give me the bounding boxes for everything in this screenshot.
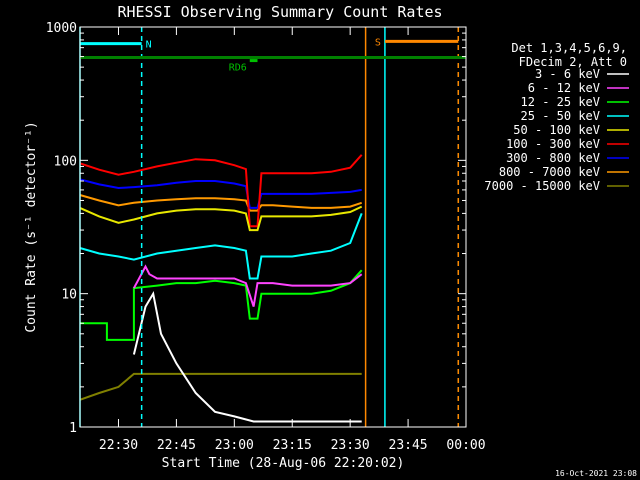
legend-entry-label: 800 - 7000 keV bbox=[499, 165, 600, 179]
x-tick-label: 00:00 bbox=[446, 438, 485, 453]
x-tick-label: 23:45 bbox=[389, 438, 428, 453]
y-tick-label: 1 bbox=[69, 421, 77, 436]
series-line-25-50-keV bbox=[79, 213, 363, 280]
series-line-100-300-keV bbox=[79, 154, 363, 228]
plot-frame bbox=[79, 26, 467, 428]
legend-entry-label: 25 - 50 keV bbox=[521, 109, 600, 123]
legend-entry-label: 3 - 6 keV bbox=[535, 67, 600, 81]
legend-title: FDecim 2, Att 0 bbox=[519, 55, 627, 69]
x-tick-label: 23:00 bbox=[215, 438, 254, 453]
x-tick-label: 22:45 bbox=[157, 438, 196, 453]
legend-entry-label: 7000 - 15000 keV bbox=[484, 179, 600, 193]
y-tick-label: 1000 bbox=[46, 21, 77, 36]
series-line-50-100-keV bbox=[79, 205, 363, 232]
series-line-800-7000-keV bbox=[79, 194, 363, 212]
series-line-3-6-keV bbox=[132, 290, 362, 423]
series-layer bbox=[79, 154, 363, 423]
y-axis-label: Count Rate (s⁻¹ detector⁻¹) bbox=[24, 121, 39, 332]
annotation-label: N bbox=[146, 40, 152, 51]
x-tick-label: 23:15 bbox=[273, 438, 312, 453]
x-tick-label: 22:30 bbox=[99, 438, 138, 453]
y-tick-label: 10 bbox=[61, 288, 77, 303]
annotation-label: S bbox=[375, 37, 381, 48]
x-axis: 22:30 22:45 23:00 23:15 23:30 23:45 00:00 bbox=[99, 27, 486, 453]
y-tick-label: 100 bbox=[54, 154, 77, 169]
legend-entry-label: 100 - 300 keV bbox=[506, 137, 600, 151]
y-axis: 1 10 100 1000 bbox=[46, 21, 466, 436]
legend-entry-label: 50 - 100 keV bbox=[513, 123, 600, 137]
series-line-12-25-keV bbox=[79, 269, 363, 341]
series-line-6-12-keV bbox=[133, 264, 363, 307]
legend: Det 1,3,4,5,6,9,FDecim 2, Att 03 - 6 keV… bbox=[484, 41, 629, 193]
series-line-7000-15000-keV bbox=[79, 372, 362, 401]
x-axis-label: Start Time (28-Aug-06 22:20:02) bbox=[162, 456, 405, 471]
legend-title: Det 1,3,4,5,6,9, bbox=[511, 41, 627, 55]
series-line-300-800-keV bbox=[79, 178, 362, 209]
footer-timestamp: 16-Oct-2021 23:08 bbox=[555, 469, 637, 478]
legend-entry-label: 12 - 25 keV bbox=[521, 95, 600, 109]
legend-entry-label: 300 - 800 keV bbox=[506, 151, 600, 165]
chart-title: RHESSI Observing Summary Count Rates bbox=[117, 3, 442, 21]
annotation-label: RD6 bbox=[229, 63, 247, 74]
x-tick-label: 23:30 bbox=[331, 438, 370, 453]
legend-entry-label: 6 - 12 keV bbox=[528, 81, 600, 95]
